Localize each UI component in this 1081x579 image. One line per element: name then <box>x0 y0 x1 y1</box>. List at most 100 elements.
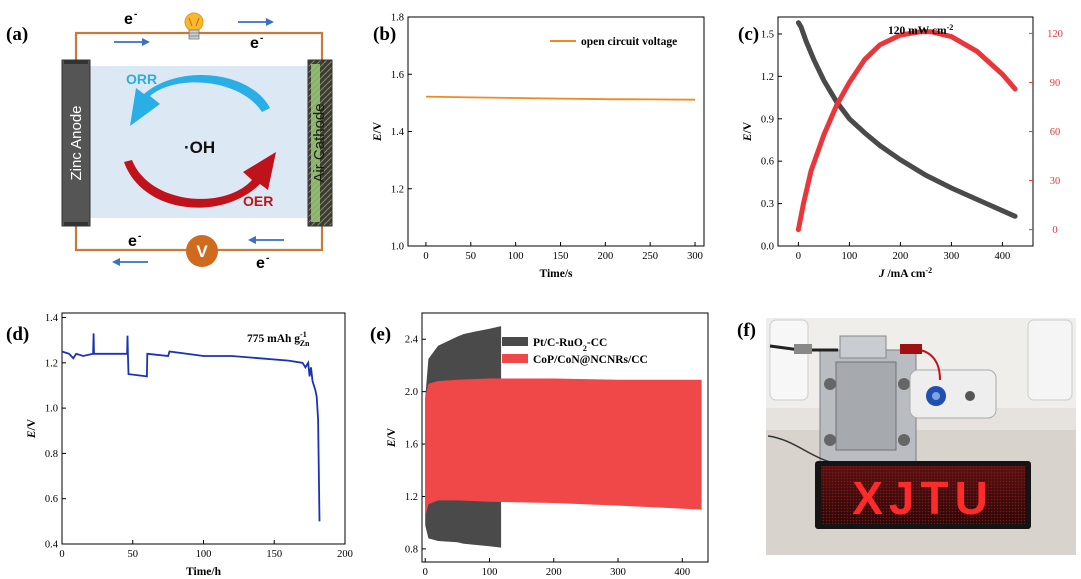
chart-d-discharge: (d) 0 50 100 150 200 0.4 0.6 0.8 1.0 1.2 1.4 Time/h E… <box>6 312 353 578</box>
chart-e-ylabel: E/V <box>386 427 398 448</box>
chart-e-frame <box>421 312 709 563</box>
led-display-text: XJTU <box>852 472 994 524</box>
chart-c-y2tick-label: 60 <box>1050 127 1061 138</box>
panel-f-photo: (f) <box>737 318 1076 555</box>
chart-b-frame <box>407 16 705 247</box>
panel-a-label: (a) <box>6 24 28 45</box>
lightbulb-icon <box>184 12 204 40</box>
chart-b-xtick-label: 250 <box>642 251 658 262</box>
electron-label-2: e - <box>250 33 263 52</box>
chart-b-ytick-label: 1.4 <box>391 127 405 138</box>
chart-c-power-line <box>795 29 1018 233</box>
oer-label: OER <box>243 193 273 209</box>
chart-d-ytick-label: 1.0 <box>45 404 58 415</box>
svg-text:-: - <box>260 33 263 44</box>
chart-d-ylabel: E/V <box>26 418 38 439</box>
chart-c-xtick-label: 100 <box>842 251 858 262</box>
chart-c-xtick-label: 300 <box>944 251 960 262</box>
chart-c-ylabel: E/V <box>742 121 754 142</box>
chart-b-xlabel: Time/s <box>539 268 573 280</box>
svg-text:-: - <box>266 253 269 264</box>
chart-c-xtick-label: 400 <box>995 251 1011 262</box>
chart-c-ytick-label: 0.9 <box>761 114 774 125</box>
chart-e-xtick-label: 400 <box>674 567 690 578</box>
chart-e-ytick-label: 1.6 <box>405 440 418 451</box>
electron-label-1: e - <box>124 9 137 28</box>
oer-arrow <box>124 152 276 208</box>
panel-c-label: (c) <box>738 24 759 45</box>
chart-b-legend-label: open circuit voltage <box>581 36 677 48</box>
chart-b-xtick-label: 50 <box>466 251 477 262</box>
hydroxyl-radical-label: ·OH <box>184 138 215 157</box>
svg-text:e: e <box>250 35 259 52</box>
chart-d-ytick-label: 0.4 <box>45 540 59 551</box>
chart-c-frame <box>777 16 1034 247</box>
chart-b-ylabel: E/V <box>372 121 384 142</box>
battery-device-photo: XJTU <box>766 318 1076 555</box>
chart-d-xlabel: Time/h <box>186 566 222 578</box>
orr-label: ORR <box>126 71 157 87</box>
chart-c-xlabel: J /mA cm-2 <box>878 266 932 281</box>
chart-d-xtick-label: 50 <box>128 549 139 560</box>
chart-c-y2tick-label: 0 <box>1052 225 1057 236</box>
chart-b-series-line <box>425 95 696 101</box>
chart-b-ocv: (b) 0 50 100 150 200 250 300 1.0 1.2 1.4 1.6 1.8 Time… <box>372 13 705 280</box>
chart-d-xtick-label: 100 <box>196 549 212 560</box>
chart-d-ytick-label: 0.8 <box>45 449 58 460</box>
chart-e-xtick-label: 100 <box>482 567 498 578</box>
svg-text:e: e <box>256 255 265 272</box>
zinc-anode <box>61 59 91 227</box>
chart-c-y2tick-label: 120 <box>1047 29 1063 40</box>
chart-d-series-line <box>61 333 321 522</box>
chart-b-xtick-label: 0 <box>423 251 428 262</box>
chart-d-xtick-label: 150 <box>266 549 282 560</box>
svg-text:V: V <box>196 242 208 261</box>
chart-c-xtick-label: 0 <box>796 251 801 262</box>
air-cathode-label: Air Cathode <box>311 103 328 182</box>
svg-text:e: e <box>124 11 133 28</box>
electron-label-4: e - <box>256 253 269 272</box>
chart-c-xtick-label: 200 <box>893 251 909 262</box>
electrolyte-region <box>90 66 308 218</box>
chart-d-annotation: 775 mAh g-1 Zn <box>247 330 310 348</box>
svg-text:-: - <box>138 231 141 242</box>
chart-e-legend-swatch-1 <box>502 337 528 346</box>
chart-d-xtick-label: 200 <box>337 549 353 560</box>
chart-b-xtick-label: 150 <box>553 251 569 262</box>
chart-b-ytick-label: 1.0 <box>391 242 404 253</box>
chart-b-ytick-label: 1.2 <box>391 184 404 195</box>
chart-c-voltage-line <box>795 20 1018 219</box>
chart-c-ytick-label: 0.0 <box>761 242 774 253</box>
chart-e-legend-label-1: Pt/C-RuO2-CC <box>533 337 607 353</box>
chart-e-xtick-label: 300 <box>610 567 626 578</box>
panel-b-label: (b) <box>373 24 396 45</box>
chart-c-y2tick-label: 30 <box>1050 176 1061 187</box>
chart-e-ytick-label: 1.2 <box>405 492 418 503</box>
panel-f-label: (f) <box>737 320 756 341</box>
electron-label-3: e - <box>128 231 141 250</box>
arrow-left-icon <box>112 236 284 266</box>
chart-e-xtick-label: 200 <box>546 567 562 578</box>
panel-e-label: (e) <box>370 324 391 345</box>
zinc-anode-label: Zinc Anode <box>68 105 85 180</box>
chart-e-ytick-label: 0.8 <box>405 544 418 555</box>
chart-b-xtick-label: 300 <box>687 251 703 262</box>
voltmeter-icon: V <box>186 235 218 267</box>
svg-text:e: e <box>128 233 137 250</box>
chart-c-ytick-label: 1.2 <box>761 72 774 83</box>
panel-a-schematic: (a) Zinc Anode Air Cathode ORR OER ·OH e… <box>6 9 333 272</box>
chart-c-ytick-label: 1.5 <box>761 29 774 40</box>
chart-b-xtick-label: 200 <box>597 251 613 262</box>
panel-d-label: (d) <box>6 324 29 345</box>
arrow-right-icon <box>114 18 274 46</box>
chart-b-ytick-label: 1.6 <box>391 70 404 81</box>
chart-d-ytick-label: 1.4 <box>45 313 59 324</box>
chart-e-legend-swatch-2 <box>502 354 528 363</box>
chart-d-xtick-label: 0 <box>59 549 64 560</box>
orr-arrow <box>130 74 270 126</box>
chart-e-legend-label-2: CoP/CoN@NCNRs/CC <box>533 354 648 366</box>
chart-c-annotation: 120 mW cm-2 <box>888 23 953 38</box>
chart-e-cycling: (e)01002003004000.81.21.62.02.4Time/hE/V… <box>370 312 709 578</box>
